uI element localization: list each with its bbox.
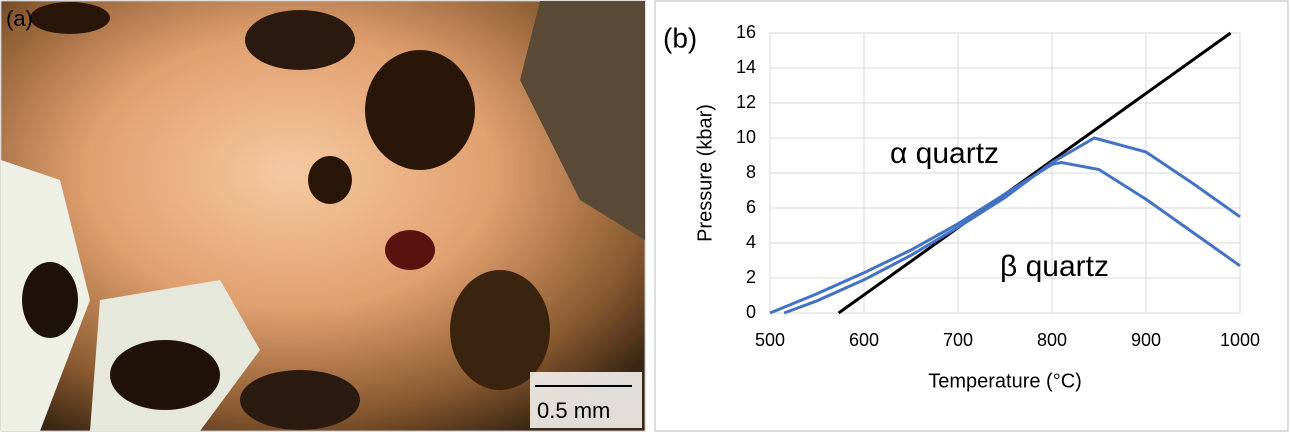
x-tick-label: 1000 — [1220, 330, 1260, 350]
y-tick-label: 4 — [746, 232, 756, 252]
annotation: α quartz — [890, 137, 999, 170]
opaque — [240, 370, 360, 430]
opaque — [385, 230, 435, 270]
opaque — [22, 262, 78, 338]
y-tick-label: 6 — [746, 197, 756, 217]
x-tick-label: 800 — [1037, 330, 1067, 350]
y-tick-label: 10 — [736, 127, 756, 147]
panel-label: (b) — [663, 22, 697, 53]
y-tick-label: 0 — [746, 302, 756, 322]
y-tick-label: 2 — [746, 267, 756, 287]
opaque — [110, 340, 220, 410]
page: 0.5 mm (a) (b) Temperature (°C) Pressure… — [0, 0, 1290, 432]
x-axis-title: Temperature (°C) — [928, 370, 1082, 392]
scale-bar-label: 0.5 mm — [537, 398, 610, 423]
y-axis-title: Pressure (kbar) — [694, 104, 716, 242]
opaque — [30, 2, 110, 34]
x-tick-label: 700 — [943, 330, 973, 350]
y-tick-label: 8 — [746, 162, 756, 182]
panel-label: (a) — [6, 6, 33, 31]
x-tick-label: 500 — [755, 330, 785, 350]
annotation: β quartz — [1000, 250, 1109, 283]
opaque — [365, 50, 475, 170]
y-tick-label: 16 — [736, 22, 756, 42]
figure: 0.5 mm (a) (b) Temperature (°C) Pressure… — [0, 0, 1290, 432]
opaque — [308, 156, 352, 204]
y-tick-label: 14 — [736, 57, 756, 77]
x-tick-label: 600 — [849, 330, 879, 350]
y-tick-label: 12 — [736, 92, 756, 112]
micrograph: 0.5 mm (a) — [1, 1, 645, 431]
opaque — [245, 10, 355, 70]
x-tick-label: 900 — [1131, 330, 1161, 350]
